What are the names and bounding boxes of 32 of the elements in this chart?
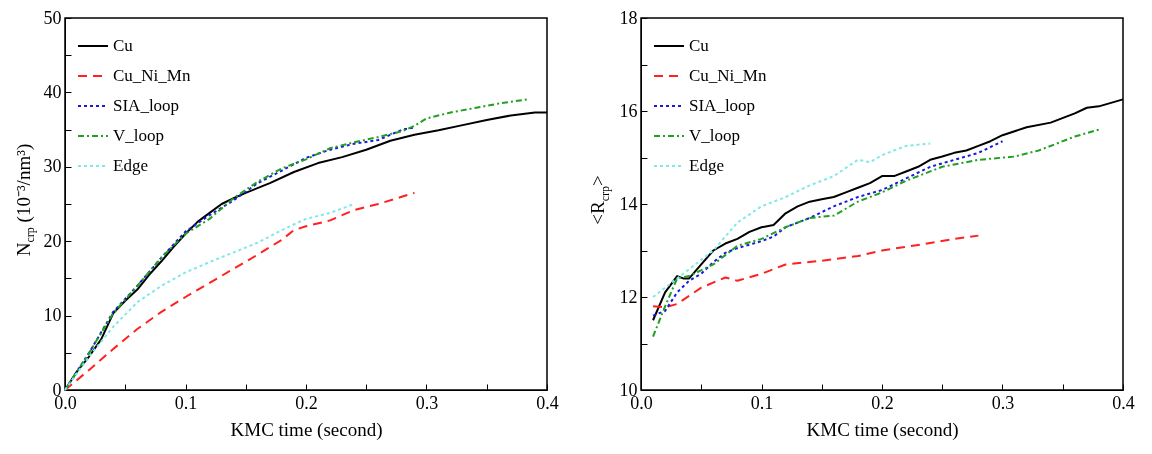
x-tick-label: 0.3: [415, 392, 439, 413]
legend-label: Cu: [113, 36, 134, 55]
legend-label: Cu: [689, 36, 710, 55]
y-tick-label: 20: [43, 230, 62, 251]
legend-label: V_loop: [113, 126, 164, 145]
x-tick-label: 0.3: [991, 392, 1015, 413]
line-series: [652, 128, 1100, 338]
x-tick-label: 0.2: [871, 392, 894, 413]
legend-label: V_loop: [689, 126, 740, 145]
y-tick-label: 12: [619, 286, 638, 307]
line-series: [64, 191, 416, 391]
y-tick-label: 40: [43, 81, 62, 102]
x-tick-label: 0.4: [1112, 392, 1135, 413]
y-tick-label: 14: [619, 193, 638, 214]
x-tick-label: 0.1: [174, 392, 198, 413]
y-tick-label: 30: [43, 156, 62, 177]
y-tick-label: 10: [43, 305, 62, 326]
x-axis-title: KMC time (second): [806, 418, 959, 441]
x-tick-label: 0.4: [536, 392, 559, 413]
legend-label: SIA_loop: [689, 96, 756, 115]
legend-label: Cu_Ni_Mn: [113, 66, 191, 85]
x-axis-title: KMC time (second): [230, 418, 383, 441]
y-tick-label: 50: [43, 7, 62, 28]
legend-label: SIA_loop: [113, 96, 180, 115]
x-tick-label: 0.1: [750, 392, 774, 413]
line-series: [652, 234, 980, 309]
legend-label: Edge: [689, 156, 724, 175]
legend-label: Cu_Ni_Mn: [689, 66, 767, 85]
x-tick-label: 0.2: [295, 392, 318, 413]
y-tick-label: 16: [619, 100, 638, 121]
legend-label: Edge: [113, 156, 148, 175]
y-tick-label: 18: [619, 7, 638, 28]
